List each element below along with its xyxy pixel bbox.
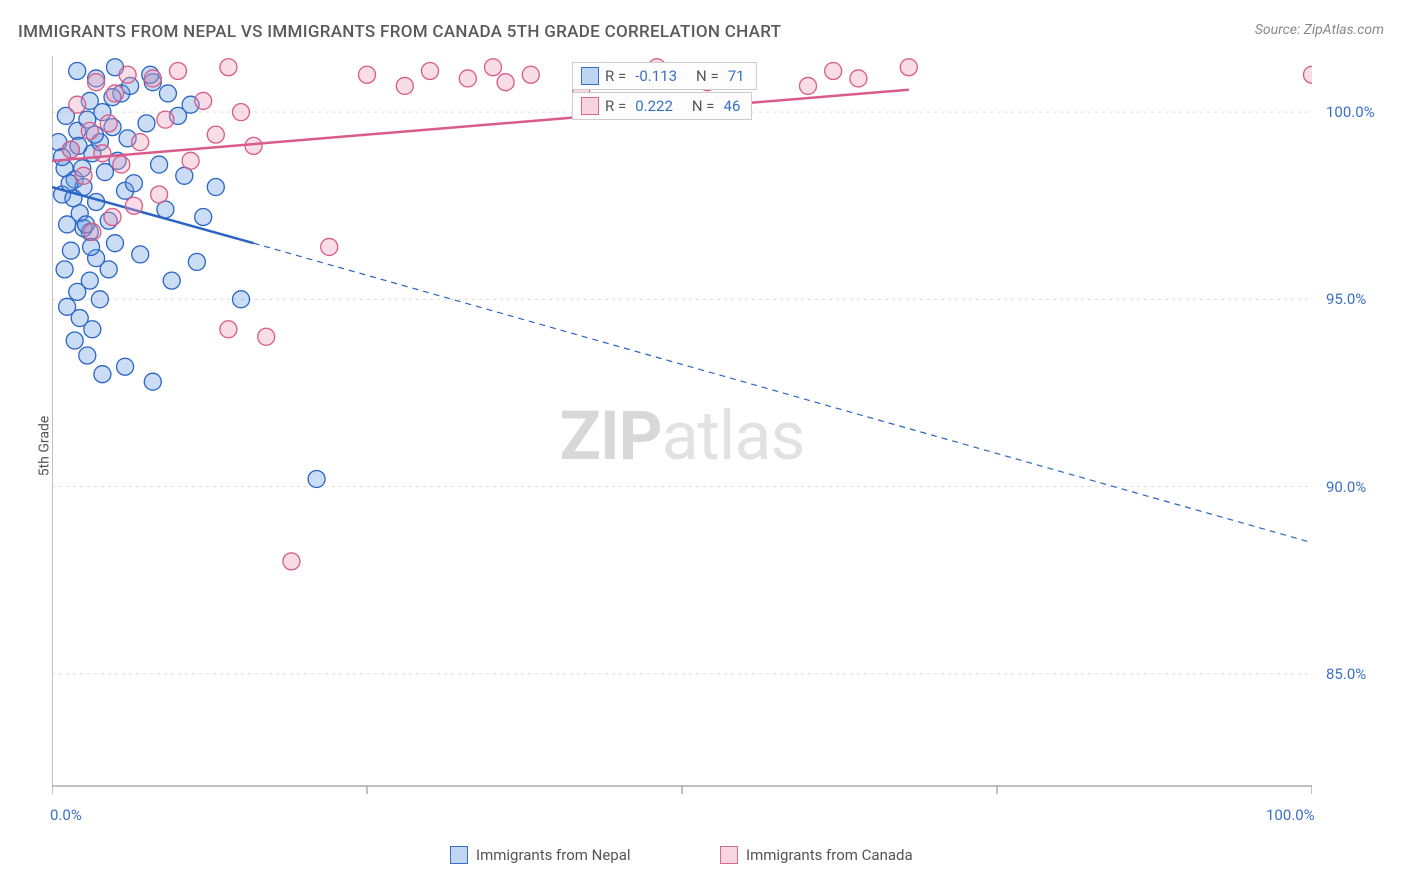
legend-r-label: R = bbox=[605, 67, 626, 85]
bottom-legend-label: Immigrants from Canada bbox=[746, 846, 913, 864]
legend-row-canada: R = 0.222 N = 46 bbox=[572, 92, 752, 120]
swatch-icon bbox=[720, 846, 738, 864]
scatter-chart bbox=[52, 56, 1312, 816]
bottom-legend-nepal: Immigrants from Nepal bbox=[450, 846, 631, 864]
source-attribution: Source: ZipAtlas.com bbox=[1255, 22, 1384, 38]
legend-r-label: R = bbox=[605, 97, 626, 115]
y-tick-label: 90.0% bbox=[1326, 478, 1366, 496]
swatch-icon bbox=[581, 67, 599, 85]
plot-area: ZIPatlas R = -0.113 N = 71 R = 0.222 N =… bbox=[52, 56, 1312, 816]
legend-n-value: 71 bbox=[725, 67, 748, 85]
swatch-icon bbox=[450, 846, 468, 864]
y-tick-label: 100.0% bbox=[1326, 103, 1375, 121]
bottom-legend-label: Immigrants from Nepal bbox=[476, 846, 631, 864]
swatch-icon bbox=[581, 97, 599, 115]
y-axis-label: 5th Grade bbox=[36, 416, 52, 477]
x-tick-label: 0.0% bbox=[50, 806, 82, 824]
y-tick-label: 85.0% bbox=[1326, 665, 1366, 683]
chart-title: IMMIGRANTS FROM NEPAL VS IMMIGRANTS FROM… bbox=[18, 22, 781, 42]
legend-row-nepal: R = -0.113 N = 71 bbox=[572, 62, 757, 90]
x-tick-label: 100.0% bbox=[1266, 806, 1315, 824]
bottom-legend-canada: Immigrants from Canada bbox=[720, 846, 913, 864]
legend-n-label: N = bbox=[686, 67, 719, 85]
y-tick-label: 95.0% bbox=[1326, 290, 1366, 308]
legend-r-value: 0.222 bbox=[632, 97, 676, 115]
legend-n-label: N = bbox=[682, 97, 715, 115]
legend-n-value: 46 bbox=[721, 97, 744, 115]
legend-r-value: -0.113 bbox=[632, 67, 680, 85]
